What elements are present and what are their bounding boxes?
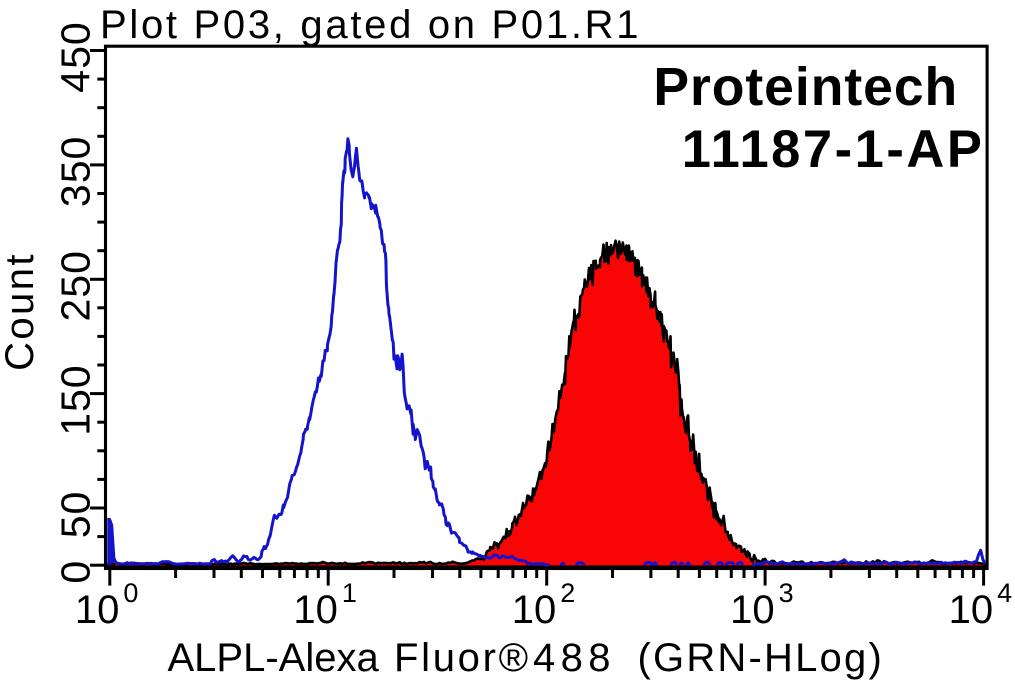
svg-text:ALPL-Alexa: ALPL-Alexa	[168, 636, 380, 680]
svg-text:11187-1-AP: 11187-1-AP	[682, 120, 985, 179]
svg-text:Plot P03, gated on P01.R1: Plot P03, gated on P01.R1	[100, 3, 641, 47]
svg-text:Count: Count	[0, 252, 42, 371]
svg-text:0: 0	[53, 560, 99, 584]
svg-text:(GRN-HLog): (GRN-HLog)	[638, 636, 884, 680]
svg-text:50: 50	[53, 491, 99, 539]
svg-text:150: 150	[53, 364, 99, 435]
svg-text:Fluor®: Fluor®	[394, 636, 531, 680]
svg-text:Proteintech: Proteintech	[653, 58, 958, 117]
svg-text:350: 350	[53, 136, 99, 207]
svg-text:250: 250	[53, 250, 99, 321]
svg-text:450: 450	[53, 21, 99, 92]
svg-text:488: 488	[533, 636, 616, 680]
